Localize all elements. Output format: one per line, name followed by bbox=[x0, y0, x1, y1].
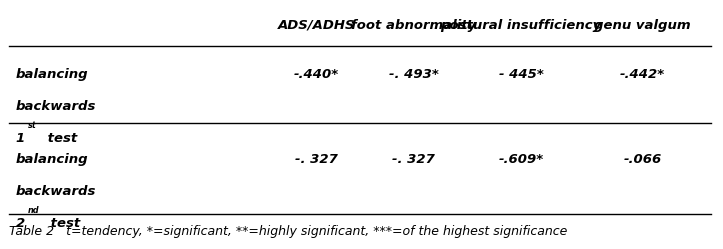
Text: test: test bbox=[43, 132, 77, 145]
Text: 1: 1 bbox=[16, 132, 25, 145]
Text: balancing: balancing bbox=[16, 68, 88, 81]
Text: balancing: balancing bbox=[16, 153, 88, 166]
Text: -.066: -.066 bbox=[624, 153, 662, 166]
Text: -. 493*: -. 493* bbox=[388, 68, 438, 81]
Text: -.442*: -.442* bbox=[620, 68, 665, 81]
Text: backwards: backwards bbox=[16, 185, 96, 198]
Text: -.440*: -.440* bbox=[294, 68, 339, 81]
Text: test: test bbox=[46, 217, 80, 230]
Text: -.609*: -.609* bbox=[498, 153, 544, 166]
Text: -. 327: -. 327 bbox=[295, 153, 338, 166]
Text: Table 2   t=tendency, *=significant, **=highly significant, ***=of the highest s: Table 2 t=tendency, *=significant, **=hi… bbox=[9, 225, 567, 239]
Text: postural insufficiency: postural insufficiency bbox=[440, 19, 602, 32]
Text: nd: nd bbox=[28, 206, 40, 215]
Text: genu valgum: genu valgum bbox=[594, 19, 691, 32]
Text: st: st bbox=[28, 121, 37, 130]
Text: backwards: backwards bbox=[16, 100, 96, 113]
Text: - 445*: - 445* bbox=[499, 68, 543, 81]
Text: -. 327: -. 327 bbox=[392, 153, 435, 166]
Text: ADS/ADHS: ADS/ADHS bbox=[278, 19, 356, 32]
Text: 2: 2 bbox=[16, 217, 25, 230]
Text: foot abnormality: foot abnormality bbox=[351, 19, 476, 32]
